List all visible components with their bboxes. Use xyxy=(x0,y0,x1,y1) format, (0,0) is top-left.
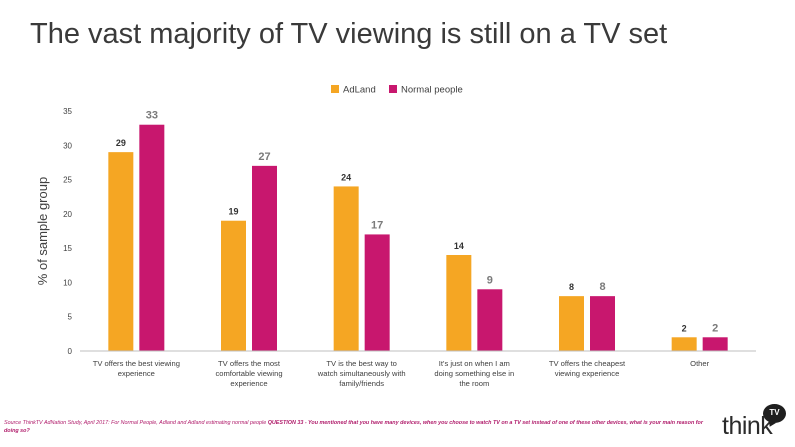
x-tick-label: TV offers the most comfortable viewing exp… xyxy=(215,359,282,388)
page-title: The vast majority of TV viewing is still… xyxy=(30,18,668,50)
data-label: 8 xyxy=(599,281,605,293)
thinktv-logo: think TV xyxy=(722,404,792,440)
bar-normal-people xyxy=(590,296,615,351)
source-note: Source ThinkTV AdNation Study, April 201… xyxy=(4,419,716,435)
y-tick-label: 35 xyxy=(63,107,72,116)
bar-normal-people xyxy=(702,337,728,351)
data-label: 27 xyxy=(258,151,270,163)
x-tick-label: TV offers the cheapest viewing experience xyxy=(549,359,626,378)
y-tick-label: 20 xyxy=(63,210,72,219)
y-tick-label: 25 xyxy=(63,176,72,185)
bar-adland xyxy=(333,186,359,351)
x-tick-label: TV is the best way to watch simultaneousl… xyxy=(317,359,406,388)
y-tick-label: 10 xyxy=(63,278,72,287)
bar-adland xyxy=(446,255,472,351)
chart-legend: AdLand Normal people xyxy=(331,85,463,96)
legend-swatch xyxy=(389,85,397,93)
x-tick-label: TV offers the best viewing experience xyxy=(93,359,180,378)
logo-badge: TV xyxy=(769,408,780,417)
data-label: 8 xyxy=(569,282,574,292)
legend-label: AdLand xyxy=(343,85,376,96)
data-label: 33 xyxy=(146,110,158,122)
y-tick-label: 15 xyxy=(63,244,72,253)
y-tick-label: 30 xyxy=(63,141,72,150)
data-label: 17 xyxy=(371,219,383,231)
x-tick-label: It's just on when I am doing something el… xyxy=(434,359,514,388)
legend-label: Normal people xyxy=(401,85,463,96)
data-label: 24 xyxy=(341,172,351,182)
tv-speech-bubble-icon: TV xyxy=(763,404,786,423)
bar-normal-people xyxy=(252,165,277,351)
bar-adland xyxy=(221,220,246,351)
y-axis-label: % of sample group xyxy=(35,177,50,285)
data-label: 19 xyxy=(228,207,238,217)
source-question: QUESTION 33 - You mentioned that you hav… xyxy=(4,420,703,434)
data-label: 2 xyxy=(712,322,718,334)
y-tick-label: 0 xyxy=(68,347,73,356)
y-axis: 0 5 10 15 20 25 30 35 xyxy=(63,107,72,356)
data-label: 2 xyxy=(682,323,687,333)
x-axis: TV offers the best viewing experience TV o… xyxy=(80,350,756,388)
data-label: 9 xyxy=(487,274,493,286)
bar-adland xyxy=(559,296,584,351)
legend-swatch xyxy=(331,85,339,93)
bar-adland xyxy=(108,152,134,351)
data-label: 29 xyxy=(116,138,126,148)
y-tick-label: 5 xyxy=(68,313,73,322)
bar-adland xyxy=(671,337,697,351)
data-label: 14 xyxy=(454,241,464,251)
bars: 29 33 19 27 24 17 14 9 8 8 2 2 xyxy=(108,110,728,351)
source-prefix: Source ThinkTV AdNation Study, April 201… xyxy=(4,420,267,426)
x-tick-label: Other xyxy=(690,359,709,368)
bar-normal-people xyxy=(477,289,503,351)
bar-normal-people xyxy=(139,124,165,351)
bar-normal-people xyxy=(364,234,390,351)
